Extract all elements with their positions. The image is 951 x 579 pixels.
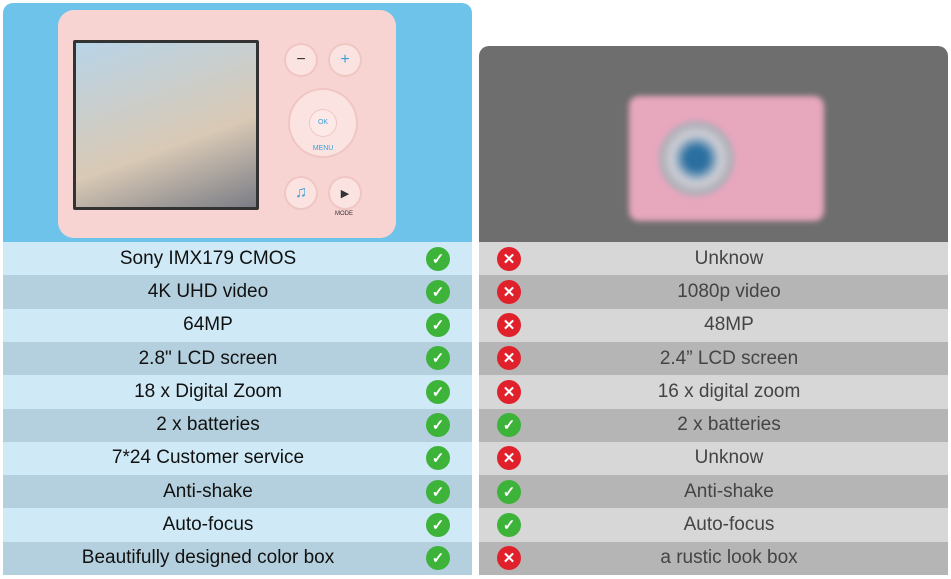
feature-label: 2 x batteries [156,414,260,436]
ok-menu-button: OK MENU [310,110,336,152]
cross-icon: ✕ [497,313,521,338]
feature-row: Beautifully designed color box ✓ [3,541,472,575]
feature-row: Auto-focus ✓ [3,508,472,542]
feature-label: Unknow [694,247,764,269]
feature-label: 64MP [183,314,233,336]
camera-illustration: − + OK MENU ♫ ▶ MODE [58,10,396,238]
check-icon: ✓ [426,246,450,271]
check-icon: ✓ [497,512,521,537]
check-icon: ✓ [426,413,450,438]
feature-label: Auto-focus [683,514,775,536]
blurred-camera [629,96,824,221]
feature-label: Beautifully designed color box [81,547,335,569]
cross-icon: ✕ [497,446,521,471]
feature-label: Anti-shake [684,480,774,502]
feature-row: Anti-shake ✓ [479,475,948,509]
right-product-column: Unknow ✕ 1080p video ✕ 48MP ✕ 2.4” LCD screen ✕… [479,46,948,575]
feature-row: 48MP ✕ [479,308,948,342]
left-product-column: − + OK MENU ♫ ▶ MODE Sony IMX179 CMOS ✓ 4K… [3,3,472,575]
feature-label: Anti-shake [163,480,253,502]
check-icon: ✓ [426,479,450,504]
feature-label: 48MP [704,314,754,336]
feature-label: Unknow [694,447,764,469]
feature-row: 16 x digital zoom ✕ [479,375,948,409]
dpad: OK MENU [290,90,356,156]
right-feature-list: Unknow ✕ 1080p video ✕ 48MP ✕ 2.4” LCD screen ✕… [479,242,948,575]
cross-icon: ✕ [497,546,521,571]
music-icon: ♫ [286,178,316,208]
feature-row: Sony IMX179 CMOS ✓ [3,242,472,276]
check-icon: ✓ [426,313,450,338]
feature-row: Auto-focus ✓ [479,508,948,542]
feature-label: Auto-focus [162,514,254,536]
camera-screen [73,40,259,210]
feature-label: a rustic look box [660,547,798,569]
feature-label: 18 x Digital Zoom [134,380,282,402]
feature-row: 4K UHD video ✓ [3,275,472,309]
cross-icon: ✕ [497,379,521,404]
cross-icon: ✕ [497,279,521,304]
minus-icon: − [286,45,316,75]
feature-label: 4K UHD video [147,280,269,302]
check-icon: ✓ [426,446,450,471]
lens [659,121,734,196]
mode-label: MODE [335,211,353,217]
feature-row: Unknow ✕ [479,441,948,476]
feature-row: 2 x batteries ✓ [3,408,472,442]
feature-label: 1080p video [677,280,781,302]
check-icon: ✓ [426,546,450,571]
plus-icon: + [330,45,360,75]
check-icon: ✓ [497,413,521,438]
feature-label: 2.8" LCD screen [138,347,278,369]
check-icon: ✓ [426,379,450,404]
feature-row: 1080p video ✕ [479,275,948,309]
feature-label: 7*24 Customer service [111,447,305,469]
left-feature-list: Sony IMX179 CMOS ✓ 4K UHD video ✓ 64MP ✓ 2.8" … [3,242,472,575]
feature-label: 2 x batteries [677,414,781,436]
feature-row: 7*24 Customer service ✓ [3,441,472,476]
feature-label: 16 x digital zoom [657,380,801,402]
cross-icon: ✕ [497,346,521,371]
check-icon: ✓ [426,346,450,371]
right-product-image [479,46,948,242]
feature-row: Unknow ✕ [479,242,948,276]
feature-row: 2.4” LCD screen ✕ [479,341,948,376]
check-icon: ✓ [426,512,450,537]
check-icon: ✓ [497,479,521,504]
feature-row: Anti-shake ✓ [3,475,472,509]
check-icon: ✓ [426,279,450,304]
play-icon: ▶ [330,178,360,208]
feature-row: a rustic look box ✕ [479,541,948,575]
feature-label: Sony IMX179 CMOS [119,247,297,269]
feature-row: 18 x Digital Zoom ✓ [3,375,472,409]
cross-icon: ✕ [497,246,521,271]
left-product-image: − + OK MENU ♫ ▶ MODE [3,3,472,242]
feature-row: 2 x batteries ✓ [479,408,948,442]
feature-row: 2.8" LCD screen ✓ [3,341,472,376]
feature-row: 64MP ✓ [3,308,472,342]
feature-label: 2.4” LCD screen [659,347,799,369]
